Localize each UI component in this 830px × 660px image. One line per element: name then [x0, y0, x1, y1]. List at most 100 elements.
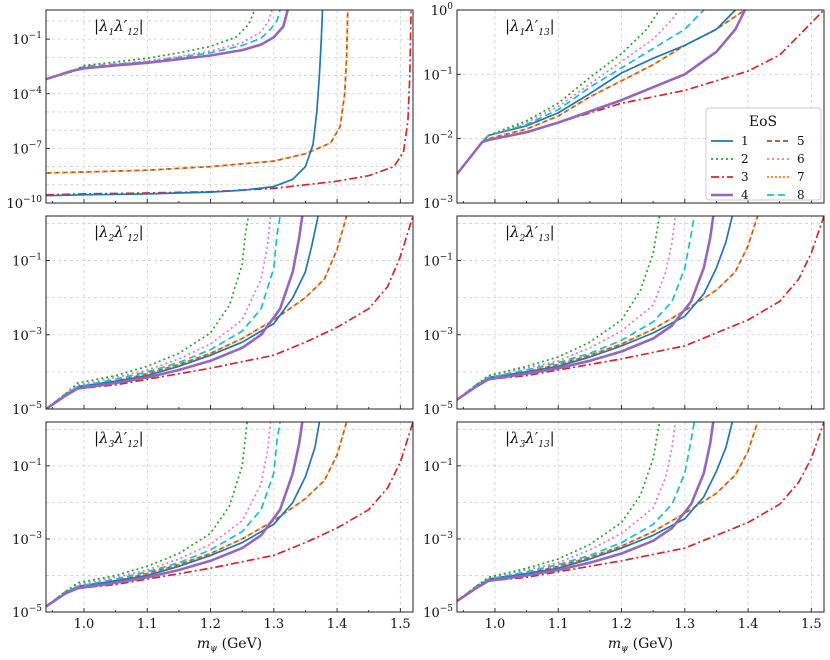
series-2-line: [457, 422, 661, 602]
legend-label: 4: [741, 188, 749, 202]
x-tick-label: 1.3: [263, 617, 284, 632]
series-1-line: [46, 10, 324, 197]
panel-5: 1.0 1.1 1.2 1.3 1.4 1.5 10−1 10−3 10−5 |λ3λ′12| mψ…: [12, 421, 414, 654]
x-tick-label: 1.5: [390, 617, 411, 632]
series-1-line: [457, 422, 734, 602]
legend-label: 8: [797, 188, 805, 202]
legend-label: 1: [741, 134, 749, 148]
y-tick-label: 10−1: [12, 458, 42, 475]
x-tick-label: 1.4: [327, 617, 348, 632]
y-tick-label: 10−5: [12, 401, 42, 418]
series-7-line: [46, 216, 348, 409]
legend-label: 6: [797, 152, 805, 166]
legend-item-2: 2: [711, 152, 749, 166]
y-tick-label: 10−3: [423, 327, 453, 344]
series-3-line: [457, 422, 824, 602]
legend-label: 3: [741, 170, 749, 184]
legend-item-7: 7: [767, 170, 805, 184]
panel-3: 10−1 10−3 10−5 |λ2λ′12|: [12, 215, 414, 418]
x-tick-label: 1.0: [485, 617, 506, 632]
series-4-line: [457, 422, 715, 603]
series-6-line: [46, 422, 272, 608]
x-axis-label: mψ (GeV): [197, 636, 262, 654]
x-tick-label: 1.2: [611, 617, 632, 632]
series-5-line: [457, 422, 759, 602]
panel-frame: [456, 9, 825, 204]
x-axis-label: mψ (GeV): [608, 636, 673, 654]
y-tick-label: 10−5: [423, 401, 453, 418]
x-tick-label: 1.2: [200, 617, 221, 632]
panel-label: |λ3λ′12|: [94, 429, 144, 450]
series-7-line: [46, 422, 348, 608]
y-tick-label: 10−1: [423, 66, 453, 83]
x-tick-label: 1.1: [137, 617, 158, 632]
series-4-line: [46, 10, 289, 81]
series-5-line: [46, 216, 348, 409]
legend-item-5: 5: [767, 134, 805, 148]
series-6-line: [457, 422, 677, 602]
series-1-line: [457, 10, 737, 175]
panel-label: |λ1λ′13|: [505, 17, 555, 38]
panel-label: |λ2λ′13|: [505, 223, 555, 244]
series-7-line: [457, 216, 759, 401]
legend-item-4: 4: [711, 188, 749, 202]
legend-item-3: 3: [711, 170, 749, 184]
y-tick-label: 10−10: [6, 195, 42, 212]
series-1-line: [46, 422, 321, 608]
series-7-line: [457, 422, 759, 602]
series-8-line: [457, 422, 696, 602]
legend-item-1: 1: [711, 134, 749, 148]
y-tick-label: 10−7: [12, 140, 42, 157]
series-2-line: [46, 10, 256, 81]
panel-2: 100 10−1 10−2 10−3 |λ1λ′13|: [423, 2, 825, 212]
y-tick-label: 10−1: [423, 458, 453, 475]
y-tick-label: 10−4: [12, 86, 42, 103]
x-tick-label: 1.0: [74, 617, 95, 632]
y-tick-label: 10−1: [12, 253, 42, 270]
series-4-line: [46, 216, 304, 409]
legend-item-8: 8: [767, 188, 805, 202]
y-tick-label: 10−5: [423, 604, 453, 621]
series-6-line: [457, 10, 680, 175]
panel-1: 10−1 10−4 10−7 10−10 |λ1λ′12|: [6, 9, 414, 212]
legend-item-6: 6: [767, 152, 805, 166]
x-tick-label: 1.1: [548, 617, 569, 632]
legend-box: [705, 107, 822, 201]
series-2-line: [46, 216, 250, 409]
y-tick-label: 10−2: [423, 131, 453, 148]
y-tick-label: 10−3: [12, 327, 42, 344]
x-tick-label: 1.5: [801, 617, 822, 632]
y-tick-label: 10−3: [423, 195, 453, 212]
series-8-line: [46, 216, 281, 409]
legend-label: 5: [797, 134, 805, 148]
panel-label: |λ1λ′12|: [94, 17, 144, 38]
y-tick-label: 100: [431, 2, 454, 19]
series-3-line: [46, 10, 412, 196]
legend-label: 2: [741, 152, 749, 166]
series-2-line: [457, 216, 661, 401]
series-4-line: [46, 422, 304, 608]
series-7-line: [46, 10, 349, 174]
y-tick-label: 10−1: [423, 253, 453, 270]
series-8-line: [46, 422, 281, 608]
y-tick-label: 10−5: [12, 604, 42, 621]
series-4-line: [457, 216, 715, 401]
series-8-line: [457, 216, 696, 401]
panel-frame: [45, 421, 414, 613]
y-tick-label: 10−3: [423, 531, 453, 548]
panel-4: 10−1 10−3 10−5 |λ2λ′13|: [423, 215, 825, 418]
x-tick-label: 1.3: [674, 617, 695, 632]
series-4-line: [457, 10, 747, 175]
panel-frame: [45, 9, 414, 204]
series-8-line: [457, 10, 705, 175]
series-5-line: [46, 422, 348, 608]
legend-label: 7: [797, 170, 805, 184]
series-2-line: [46, 422, 249, 608]
panel-label: |λ3λ′13|: [505, 429, 555, 450]
panel-frame: [456, 421, 825, 613]
panel-label: |λ2λ′12|: [94, 223, 144, 244]
panel-frame: [456, 215, 825, 410]
y-tick-label: 10−1: [12, 31, 42, 48]
